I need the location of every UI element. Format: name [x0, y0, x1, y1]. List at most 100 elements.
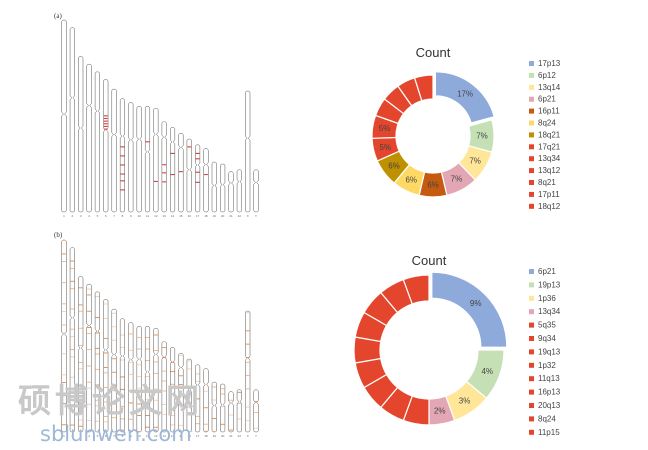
hit-band — [245, 406, 250, 408]
chromosome-number: 10 — [137, 214, 141, 218]
chromosome-20: 20 — [220, 163, 226, 218]
chromosome-number: 17 — [196, 434, 200, 438]
chromosome-body — [78, 56, 84, 213]
hit-band — [179, 354, 183, 356]
slice-label: 6% — [405, 176, 417, 185]
hit-band — [62, 253, 66, 255]
legend-swatch — [529, 120, 534, 126]
slice-label: 7% — [476, 132, 488, 141]
hit-band — [87, 420, 91, 422]
legend-item: 5q35 — [529, 321, 556, 330]
hit-band — [112, 312, 116, 314]
hit-band — [120, 189, 125, 191]
chromosome-number: 7 — [113, 434, 115, 438]
chromosome-17: 17 — [195, 144, 201, 218]
hit-band — [103, 115, 108, 117]
hit-band — [78, 362, 83, 363]
hit-band — [137, 415, 142, 417]
hit-band — [195, 158, 200, 160]
chromosome-7: 7 — [111, 308, 117, 438]
chromosome-body — [61, 19, 67, 213]
chromosome-body — [170, 127, 176, 213]
hit-band — [170, 152, 175, 154]
hit-band — [78, 368, 83, 370]
slice-6p21: 9% — [431, 271, 508, 348]
hit-band — [120, 164, 125, 166]
chromosome-number: Y — [255, 434, 257, 438]
slice-label: 7% — [469, 157, 481, 166]
hit-band — [137, 364, 142, 366]
chromosome-number: 12 — [154, 214, 158, 218]
chromosome-number: 21 — [229, 214, 233, 218]
hit-band — [103, 386, 108, 388]
chromosome-body — [69, 27, 75, 213]
hit-band — [78, 419, 83, 421]
legend-item: 16p13 — [529, 388, 561, 397]
legend-item: 11p15 — [529, 428, 560, 437]
hit-band — [87, 403, 91, 405]
hit-band — [95, 296, 100, 297]
hit-band — [70, 260, 75, 262]
chromosome-body — [69, 247, 75, 433]
chromosome-body — [186, 358, 192, 433]
chromosome-Y: Y — [253, 389, 259, 438]
slice-label: 17% — [457, 90, 473, 99]
chromosome-body — [245, 310, 251, 433]
chromosome-body — [136, 106, 142, 213]
chromosome-18: 18 — [203, 368, 209, 438]
legend-swatch — [529, 269, 534, 274]
legend-swatch — [529, 108, 534, 114]
chromosome-body — [94, 291, 100, 433]
chromosome-3: 3 — [78, 276, 84, 438]
hit-band — [120, 334, 125, 336]
legend-swatch — [529, 191, 534, 197]
legend-swatch — [529, 429, 534, 435]
watermark-logo-text: 硕博论文网 — [18, 381, 203, 420]
chromosome-number: 16 — [188, 214, 192, 218]
hit-band — [145, 360, 150, 362]
hit-band — [70, 280, 75, 282]
hit-band — [254, 401, 258, 403]
legend-label: 5q35 — [538, 321, 556, 330]
legend-item: 9q34 — [529, 334, 556, 343]
chromosome-12: 12 — [153, 328, 159, 438]
hit-band — [128, 361, 133, 363]
hit-band — [62, 424, 66, 426]
hit-band — [153, 334, 158, 336]
chromosome-7: 7 — [111, 88, 117, 218]
legend-swatch — [529, 295, 534, 301]
hit-band — [195, 152, 200, 154]
legend-swatch — [529, 84, 534, 90]
chromosome-21: 21 — [228, 171, 234, 218]
legend-1: 17p13 6p12 13q14 6p21 16p11 8q24 18q21 17q21 13q… — [529, 59, 561, 211]
chromosome-body — [78, 276, 84, 433]
hit-band — [87, 288, 91, 290]
slice-label: 4% — [481, 367, 493, 376]
hit-band — [62, 311, 66, 312]
hit-band — [120, 418, 125, 420]
legend-item: 20q13 — [529, 401, 561, 410]
legend-item: 13q34 — [529, 307, 561, 316]
hit-band — [78, 344, 83, 346]
legend-label: 17p13 — [538, 59, 561, 68]
hit-band — [187, 360, 192, 362]
chromosome-number: 22 — [238, 214, 242, 218]
legend-swatch — [529, 96, 534, 102]
hit-band — [204, 407, 208, 409]
hit-band — [195, 423, 200, 425]
chromosome-number: 14 — [171, 434, 175, 438]
chromosome-body — [103, 79, 109, 213]
chromosome-16: 16 — [186, 138, 192, 218]
hit-band — [153, 411, 158, 413]
hit-band — [245, 330, 250, 332]
hit-band — [212, 386, 217, 388]
hit-band — [87, 332, 91, 334]
chromosome-number: 20 — [221, 214, 225, 218]
chromosome-body — [144, 106, 151, 213]
hit-band — [62, 395, 66, 397]
hit-band — [70, 308, 75, 310]
chromosome-14: 14 — [170, 347, 176, 438]
chromosome-body — [94, 71, 100, 213]
legend-swatch — [529, 180, 534, 185]
hit-band — [78, 327, 83, 329]
